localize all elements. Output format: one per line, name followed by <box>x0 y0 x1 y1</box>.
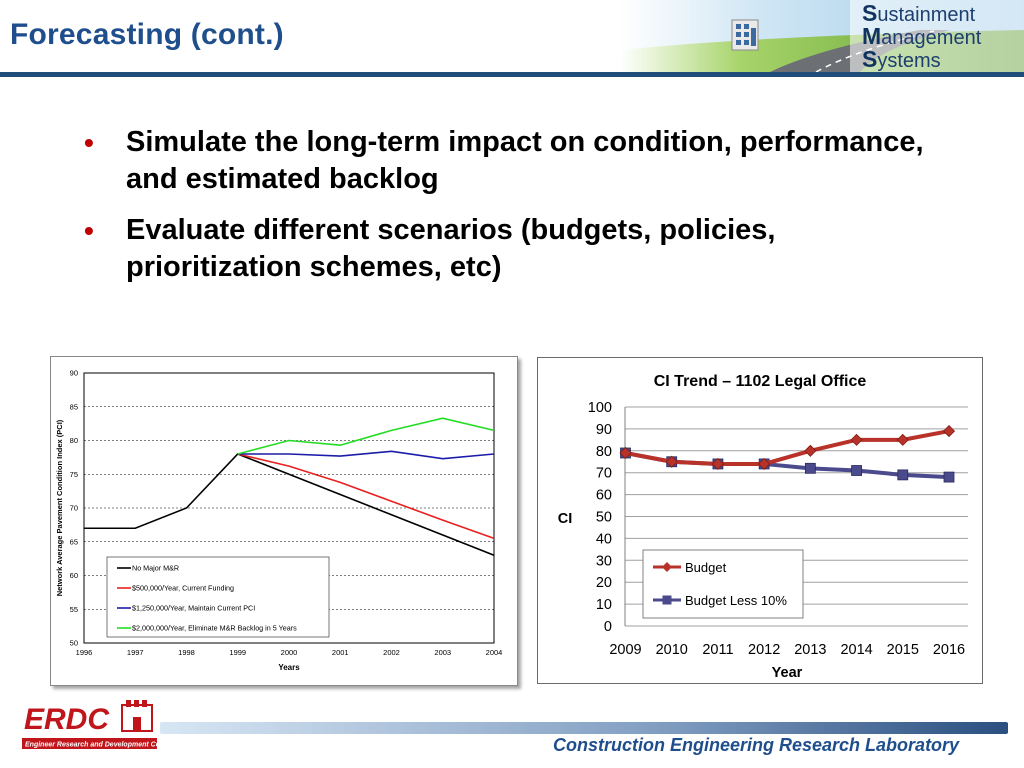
y-tick-label: 30 <box>596 553 612 569</box>
legend-label: Budget <box>685 560 727 575</box>
data-point <box>942 425 956 438</box>
x-tick-label: 1999 <box>229 648 246 657</box>
sms-line-2: Management <box>862 23 982 49</box>
erdc-logo-subtitle: Engineer Research and Development Center <box>25 742 157 749</box>
data-point <box>665 455 678 468</box>
legend-marker <box>662 595 672 605</box>
y-tick-label: 90 <box>596 422 612 438</box>
bullet-item: • Evaluate different scenarios (budgets,… <box>84 212 944 286</box>
slide-title: Forecasting (cont.) <box>10 18 284 51</box>
x-tick-label: 2016 <box>933 642 965 658</box>
x-tick-label: 1998 <box>178 648 195 657</box>
y-tick-label: 50 <box>596 510 612 526</box>
x-tick-label: 2004 <box>486 648 503 657</box>
sms-line-1: Sustainment <box>862 0 976 26</box>
sms-line-3: Systems <box>862 46 941 72</box>
y-tick-label: 0 <box>604 619 612 635</box>
x-tick-label: 2012 <box>748 642 780 658</box>
legend-box <box>106 556 330 638</box>
data-point <box>850 433 863 446</box>
x-tick-label: 2011 <box>702 642 733 658</box>
bullet-marker: • <box>84 215 94 246</box>
header-divider <box>0 72 1024 77</box>
legend-box <box>642 549 804 619</box>
y-tick-label: 50 <box>70 639 78 648</box>
footer-bar <box>160 722 1008 734</box>
bullet-list: • Simulate the long-term impact on condi… <box>84 124 944 300</box>
data-point <box>897 469 909 481</box>
legend-label: Budget Less 10% <box>685 593 787 608</box>
y-tick-label: 100 <box>588 400 612 416</box>
x-axis-label: Years <box>278 663 300 672</box>
bullet-text: Simulate the long-term impact on conditi… <box>126 126 924 195</box>
y-tick-label: 40 <box>596 531 612 547</box>
x-tick-label: 2015 <box>887 642 919 658</box>
y-tick-label: 70 <box>596 466 612 482</box>
y-tick-label: 90 <box>70 369 78 378</box>
y-axis-label: CI <box>558 511 573 527</box>
x-axis-label: Year <box>772 665 803 681</box>
bullet-text: Evaluate different scenarios (budgets, p… <box>126 214 776 283</box>
castle-icon <box>121 700 153 732</box>
building-icon <box>731 19 759 51</box>
y-tick-label: 10 <box>596 597 612 613</box>
y-tick-label: 20 <box>596 575 612 591</box>
legend-label: No Major M&R <box>132 564 179 573</box>
x-tick-label: 2002 <box>383 648 400 657</box>
legend-label: $1,250,000/Year, Maintain Current PCI <box>132 604 255 613</box>
ci-trend-chart: CI Trend – 1102 Legal Office 0 10 20 30 40 50 6… <box>537 357 983 684</box>
y-tick-label: 60 <box>70 571 78 580</box>
x-tick-label: 2000 <box>281 648 298 657</box>
y-tick-label: 85 <box>70 402 78 411</box>
legend-label: $500,000/Year, Current Funding <box>132 584 234 593</box>
series-line <box>237 417 495 455</box>
erdc-logo: ERDC Engineer Research and Development C… <box>22 700 157 749</box>
data-point <box>619 446 632 460</box>
data-point <box>943 471 955 483</box>
series-line <box>237 453 495 540</box>
x-tick-label: 1996 <box>76 648 93 657</box>
data-point <box>851 465 862 476</box>
series-line <box>84 453 495 556</box>
y-tick-label: 70 <box>70 504 78 513</box>
legend-marker <box>662 562 672 572</box>
series-line <box>237 450 495 460</box>
sms-logo-text: Sustainment Management Systems <box>862 0 982 72</box>
series-line <box>625 429 950 466</box>
y-tick-label: 75 <box>70 470 78 479</box>
data-point <box>758 457 771 471</box>
chart-title: CI Trend – 1102 Legal Office <box>654 373 867 390</box>
footer-lab-name: Construction Engineering Research Labora… <box>553 735 960 755</box>
y-tick-label: 60 <box>596 488 612 504</box>
pci-forecast-chart-svg: 50 55 60 65 70 75 80 85 90 1996 1997 1998 1999 2000 20… <box>55 369 503 673</box>
erdc-logo-letters: ERDC <box>24 703 110 736</box>
x-tick-label: 2013 <box>794 642 826 658</box>
pci-forecast-chart: 50 55 60 65 70 75 80 85 90 1996 1997 1998 1999 2000 20… <box>50 356 518 686</box>
data-point <box>711 457 724 471</box>
x-tick-label: 2001 <box>332 648 349 657</box>
x-tick-label: 1997 <box>127 648 144 657</box>
y-axis-label: Network Average Pavement Condition Index… <box>55 419 64 596</box>
y-tick-label: 55 <box>70 605 78 614</box>
y-tick-label: 80 <box>596 444 612 460</box>
slide-header: Forecasting (cont.) <box>0 0 1024 77</box>
bullet-marker: • <box>84 127 94 158</box>
y-tick-label: 65 <box>70 537 78 546</box>
data-point <box>804 462 816 474</box>
x-tick-label: 2010 <box>656 642 688 658</box>
ci-trend-chart-svg: CI Trend – 1102 Legal Office 0 10 20 30 40 50 6… <box>558 373 968 681</box>
bullet-item: • Simulate the long-term impact on condi… <box>84 124 944 198</box>
y-tick-label: 80 <box>70 436 78 445</box>
legend-label: $2,000,000/Year, Eliminate M&R Backlog i… <box>132 624 297 633</box>
x-tick-label: 2014 <box>840 642 872 658</box>
x-tick-label: 2003 <box>434 648 451 657</box>
x-tick-label: 2009 <box>609 642 641 658</box>
data-point <box>896 433 909 446</box>
data-point <box>804 444 817 457</box>
road-banner-image <box>620 0 1024 72</box>
